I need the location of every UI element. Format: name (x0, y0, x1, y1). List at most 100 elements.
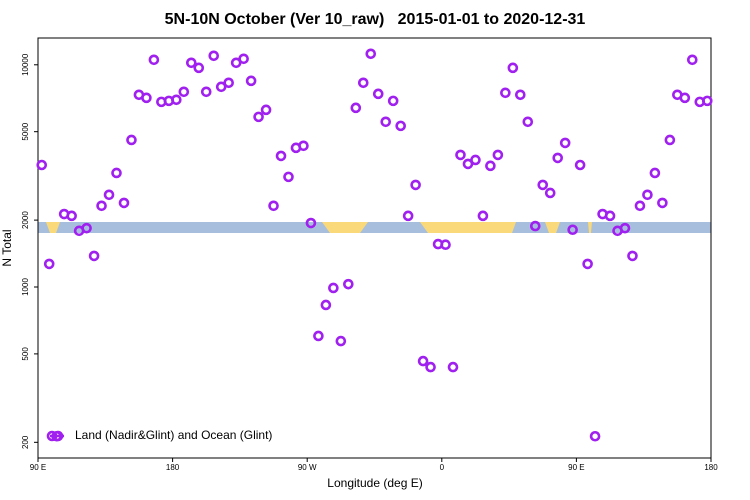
point (470, 154, 481, 166)
point (208, 50, 220, 62)
point (500, 87, 511, 99)
y-tick-label: 500 (21, 347, 30, 361)
point (275, 150, 287, 162)
land-patch (322, 222, 368, 233)
legend-label: Land (Nadir&Glint) and Ocean (Glint) (75, 428, 272, 442)
point (440, 239, 451, 251)
y-axis-label: N Total (0, 229, 14, 266)
point (664, 134, 676, 146)
point (537, 179, 549, 191)
point (529, 220, 541, 232)
point (552, 152, 564, 164)
point (298, 140, 309, 152)
point (582, 258, 593, 270)
legend-marker (52, 430, 64, 442)
y-tick-label: 1000 (21, 278, 30, 296)
point (515, 89, 526, 101)
land-patch (588, 222, 592, 233)
point (111, 167, 122, 179)
point (141, 92, 152, 104)
x-tick-label: 90 E (568, 463, 584, 472)
x-tick-label: 180 (166, 463, 180, 472)
point (193, 62, 205, 74)
legend-marker (46, 430, 58, 442)
point (567, 224, 578, 236)
point (604, 210, 616, 222)
point (574, 159, 586, 171)
x-tick-label: 0 (440, 463, 445, 472)
y-tick-label: 2000 (21, 211, 30, 229)
chart-title: 5N-10N October (Ver 10_raw) 2015-01-01 t… (165, 11, 586, 28)
point (380, 116, 392, 128)
point (485, 160, 496, 172)
point (43, 258, 55, 270)
point (649, 167, 661, 179)
point (223, 77, 234, 89)
point (627, 250, 638, 262)
point (313, 330, 324, 342)
point (559, 137, 571, 149)
point (619, 222, 631, 234)
point (455, 149, 466, 161)
point (268, 200, 279, 212)
point (305, 217, 317, 229)
point (507, 62, 519, 74)
land-patch (46, 222, 60, 233)
point (215, 81, 227, 93)
ocean-strip (38, 222, 711, 233)
point (492, 149, 504, 161)
point (544, 187, 556, 199)
point (320, 299, 332, 311)
point (118, 197, 130, 209)
plot-frame (37, 37, 712, 459)
land-patch (545, 222, 560, 233)
point (402, 210, 414, 222)
point (253, 111, 264, 123)
point (634, 200, 646, 212)
point (365, 48, 377, 60)
point (88, 250, 100, 262)
point (701, 95, 713, 107)
point (171, 94, 182, 106)
point (387, 95, 399, 107)
point (103, 189, 115, 201)
x-tick-label: 90 W (298, 463, 317, 472)
point (642, 189, 653, 201)
y-tick-label: 10000 (21, 53, 30, 76)
point (96, 200, 107, 212)
point (425, 361, 436, 373)
point (372, 88, 384, 100)
x-tick-label: 180 (704, 463, 718, 472)
point (200, 86, 212, 98)
point (522, 116, 534, 128)
point (238, 53, 249, 65)
point (283, 171, 294, 183)
point (148, 54, 160, 66)
point (328, 282, 339, 294)
point (66, 210, 77, 222)
point (126, 134, 137, 146)
point (350, 102, 362, 114)
point (395, 120, 406, 132)
land-ocean-strip (38, 222, 711, 233)
point (447, 361, 459, 373)
legend-entry: Land (Nadir&Glint) and Ocean (Glint) (46, 428, 272, 442)
point (36, 159, 48, 171)
point (343, 278, 354, 290)
point (335, 335, 347, 347)
point (589, 430, 601, 442)
y-tick-label: 5000 (21, 122, 30, 140)
point (260, 104, 272, 116)
point (357, 77, 369, 89)
point (410, 179, 421, 191)
x-tick-label: 90 E (30, 463, 46, 472)
point (679, 92, 691, 104)
point (477, 210, 489, 222)
point (185, 57, 197, 69)
x-axis-label: Longitude (deg E) (327, 476, 422, 490)
point (178, 86, 190, 98)
point (417, 355, 429, 367)
y-tick-label: 200 (21, 435, 30, 449)
land-patch (420, 222, 516, 233)
